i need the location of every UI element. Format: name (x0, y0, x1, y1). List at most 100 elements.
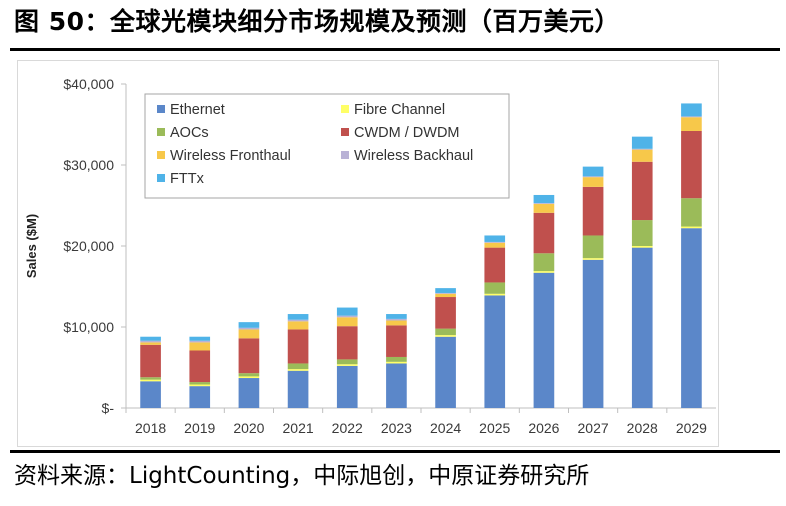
bar-segment-fibre-channel (631, 246, 653, 248)
legend-label: Wireless Backhaul (354, 148, 473, 164)
bar-segment-wireless-fronthaul (386, 320, 407, 326)
legend-swatch (341, 105, 349, 113)
bar-segment-aocs (386, 356, 407, 362)
legend-swatch (157, 128, 165, 136)
bar-segment-aocs (189, 382, 211, 385)
stacked-bar-chart: $- $10,000 $20,000 $30,000 $40,000 Sales ($M)… (24, 76, 716, 436)
bar-segment-cwdm-dwdm (681, 130, 702, 199)
bar-segment-ethernet (631, 247, 653, 408)
bar-segment-wireless-fronthaul (631, 149, 653, 162)
figure-title: 图 50：全球光模块细分市场规模及预测（百万美元） (14, 7, 620, 36)
bar-segment-fibre-channel (140, 379, 161, 382)
bar-segment-fttx (140, 336, 161, 341)
bar-segment-cwdm-dwdm (484, 247, 506, 283)
bar-segment-cwdm-dwdm (336, 326, 358, 360)
bar-segment-fibre-channel (533, 271, 555, 273)
bar-segment-fttx (484, 235, 506, 242)
bar-segment-wireless-backhaul (238, 327, 260, 330)
bar-segment-fttx (631, 136, 653, 149)
bar-segment-cwdm-dwdm (238, 338, 260, 374)
bar-segment-ethernet (582, 259, 604, 408)
y-tick-label: $40,000 (63, 76, 114, 92)
bar-segment-fibre-channel (238, 376, 260, 379)
x-tick-label: 2021 (283, 420, 314, 436)
x-tick-label: 2023 (381, 420, 412, 436)
bar-segment-aocs (681, 198, 702, 227)
legend-swatch (341, 151, 349, 159)
bar-segment-fttx (336, 307, 358, 316)
bar-segment-wireless-fronthaul (582, 177, 604, 187)
legend-swatch (157, 151, 165, 159)
y-tick-label: $30,000 (63, 157, 114, 173)
legend-swatch (341, 128, 349, 136)
bar-segment-wireless-fronthaul (336, 317, 358, 327)
bar-segment-fttx (189, 336, 211, 341)
legend-label: Fibre Channel (354, 102, 445, 118)
bar-segment-ethernet (140, 381, 161, 408)
bar-segment-fibre-channel (484, 293, 506, 296)
bar-segment-wireless-backhaul (582, 176, 604, 178)
legend-label: Ethernet (170, 102, 225, 118)
bar-segment-ethernet (238, 378, 260, 408)
bar-segment-fttx (287, 314, 309, 320)
bar-segment-wireless-backhaul (533, 203, 555, 204)
bar-segment-wireless-fronthaul (681, 117, 702, 131)
bar-segment-fttx (238, 322, 260, 328)
bar-segment-aocs (336, 359, 358, 365)
x-tick-label: 2022 (332, 420, 363, 436)
bar-segment-wireless-backhaul (435, 292, 456, 294)
bar-segment-wireless-fronthaul (238, 329, 260, 339)
bar-segment-wireless-fronthaul (287, 321, 309, 330)
y-tick-label: $- (102, 400, 115, 416)
bar-segment-wireless-backhaul (484, 241, 506, 243)
legend-box (144, 93, 510, 199)
bar-segment-aocs (533, 253, 555, 272)
bar-segment-ethernet (189, 386, 211, 408)
bar-segment-cwdm-dwdm (287, 329, 309, 364)
bar-segment-fttx (386, 314, 407, 319)
bar-segment-fibre-channel (336, 364, 358, 366)
bar-segment-aocs (287, 363, 309, 370)
bar-segment-wireless-backhaul (287, 319, 309, 322)
bar-segment-aocs (238, 373, 260, 377)
bar-segment-aocs (631, 220, 653, 246)
bar-segment-fibre-channel (189, 384, 211, 387)
bar-segment-aocs (435, 328, 456, 336)
y-axis-title: Sales ($M) (24, 214, 39, 278)
bar-segment-ethernet (287, 370, 309, 408)
x-tick-label: 2019 (184, 420, 215, 436)
bar-segment-aocs (582, 235, 604, 259)
bar-segment-wireless-fronthaul (140, 342, 161, 345)
bar-segment-aocs (140, 377, 161, 380)
bar-segment-fttx (533, 194, 555, 204)
bar-segment-wireless-fronthaul (533, 203, 555, 213)
bar-segment-fttx (435, 288, 456, 293)
bar-segment-fibre-channel (681, 226, 702, 229)
bar-segment-wireless-backhaul (336, 315, 358, 318)
bar-segment-fttx (582, 166, 604, 177)
bar-segment-aocs (484, 282, 506, 294)
bar-segment-wireless-backhaul (189, 340, 211, 343)
bar-segment-cwdm-dwdm (435, 297, 456, 329)
bar-segment-ethernet (484, 295, 506, 408)
x-tick-label: 2026 (528, 420, 559, 436)
y-tick-label: $20,000 (63, 238, 114, 254)
bar-segment-wireless-backhaul (681, 116, 702, 118)
x-tick-label: 2020 (233, 420, 264, 436)
bar-segment-cwdm-dwdm (582, 186, 604, 236)
x-tick-label: 2018 (135, 420, 166, 436)
bar-segment-ethernet (533, 272, 555, 408)
bar-segment-cwdm-dwdm (189, 350, 211, 383)
source-rule (10, 450, 780, 453)
bar-segment-cwdm-dwdm (631, 161, 653, 221)
legend-label: Wireless Fronthaul (170, 148, 291, 164)
y-tick-label: $10,000 (63, 319, 114, 335)
bar-segment-cwdm-dwdm (140, 344, 161, 378)
title-rule (10, 48, 780, 51)
bar-segment-ethernet (681, 228, 702, 408)
bar-segment-fibre-channel (582, 258, 604, 260)
bar-segment-wireless-fronthaul (435, 293, 456, 298)
bar-segment-ethernet (386, 363, 407, 408)
x-tick-label: 2025 (479, 420, 510, 436)
bar-segment-fibre-channel (435, 335, 456, 337)
